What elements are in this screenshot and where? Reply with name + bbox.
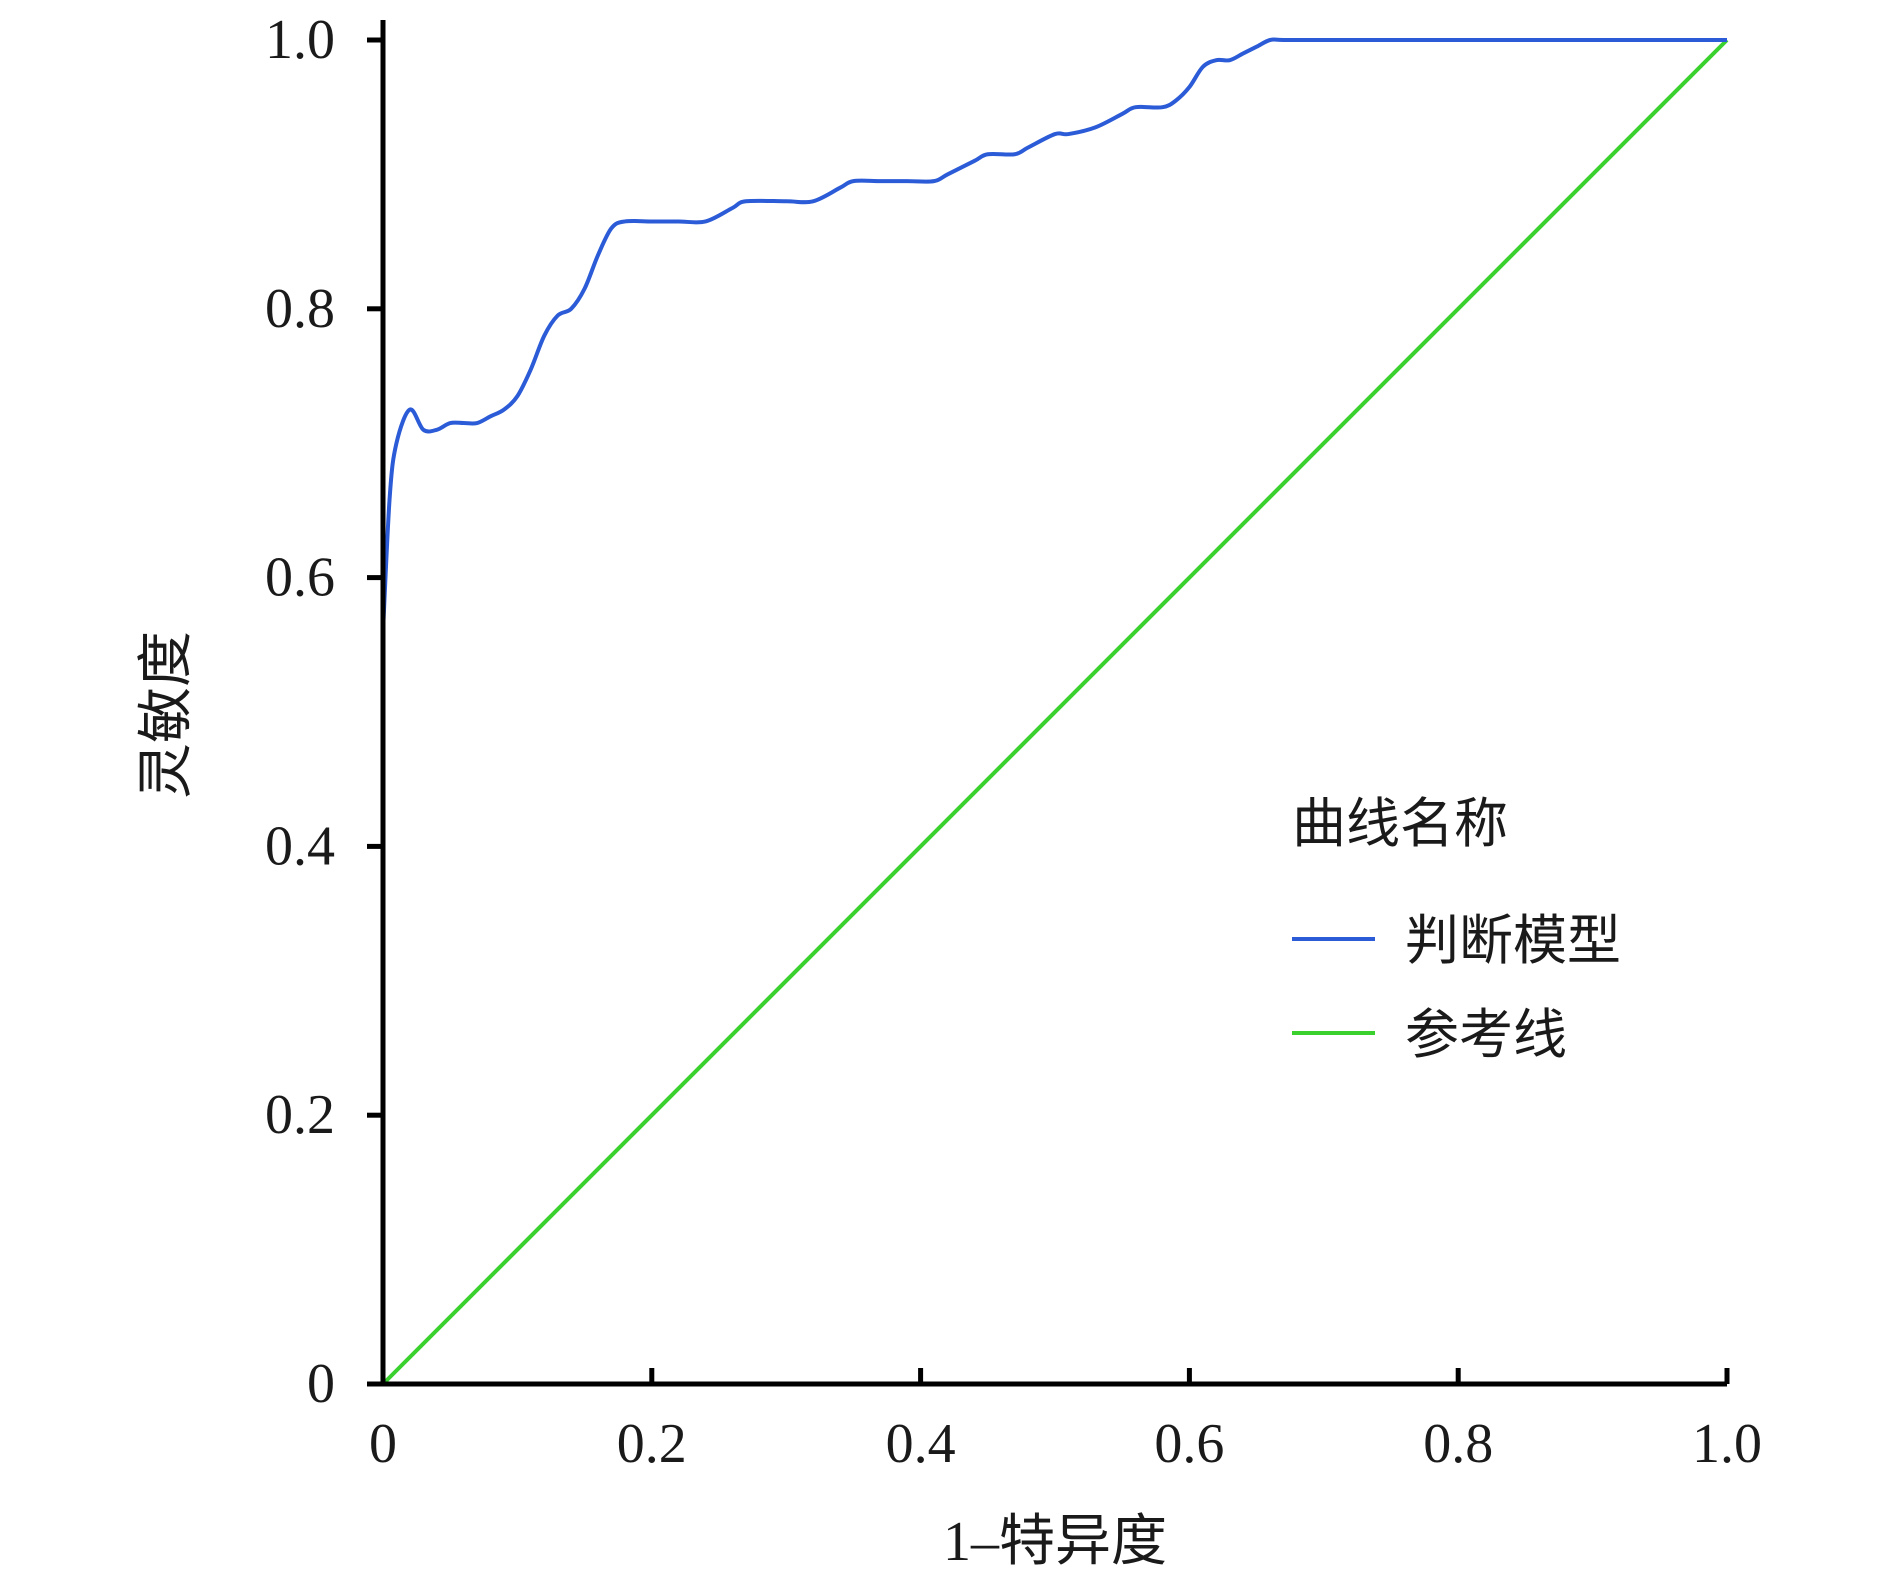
y-tick-label: 0.8 — [265, 278, 335, 340]
plot-lines — [381, 37, 1729, 1386]
y-tick-label: 0.6 — [265, 547, 335, 609]
legend: 曲线名称 判断模型 参考线 — [1292, 794, 1621, 1065]
y-tick-label: 0.4 — [265, 815, 335, 877]
x-tick-label: 0.2 — [617, 1413, 687, 1475]
x-tick-label: 0 — [369, 1413, 397, 1475]
x-ticks: 0 0.2 0.4 0.6 0.8 1.0 — [369, 1368, 1762, 1475]
y-axis-title: 灵敏度 — [136, 631, 198, 799]
x-axis-title: 1–特异度 — [943, 1511, 1167, 1573]
y-tick-label: 1.0 — [265, 9, 335, 71]
series-line-reference — [381, 38, 1729, 1386]
x-tick-label: 0.4 — [886, 1413, 956, 1475]
series-line-model — [381, 37, 1727, 632]
axes: 0 0.2 0.4 0.6 0.8 1.0 0 0.2 0.4 0.6 0.8 1.0 — [265, 9, 1762, 1475]
x-tick-label: 0.6 — [1154, 1413, 1224, 1475]
legend-label-reference: 参考线 — [1405, 1005, 1567, 1065]
y-tick-label: 0.2 — [265, 1084, 335, 1146]
legend-title: 曲线名称 — [1292, 794, 1508, 854]
x-tick-label: 0.8 — [1423, 1413, 1493, 1475]
x-tick-label: 1.0 — [1692, 1413, 1762, 1475]
y-ticks: 0 0.2 0.4 0.6 0.8 1.0 — [265, 9, 383, 1415]
legend-label-model: 判断模型 — [1405, 911, 1621, 971]
y-tick-label: 0 — [307, 1353, 335, 1415]
